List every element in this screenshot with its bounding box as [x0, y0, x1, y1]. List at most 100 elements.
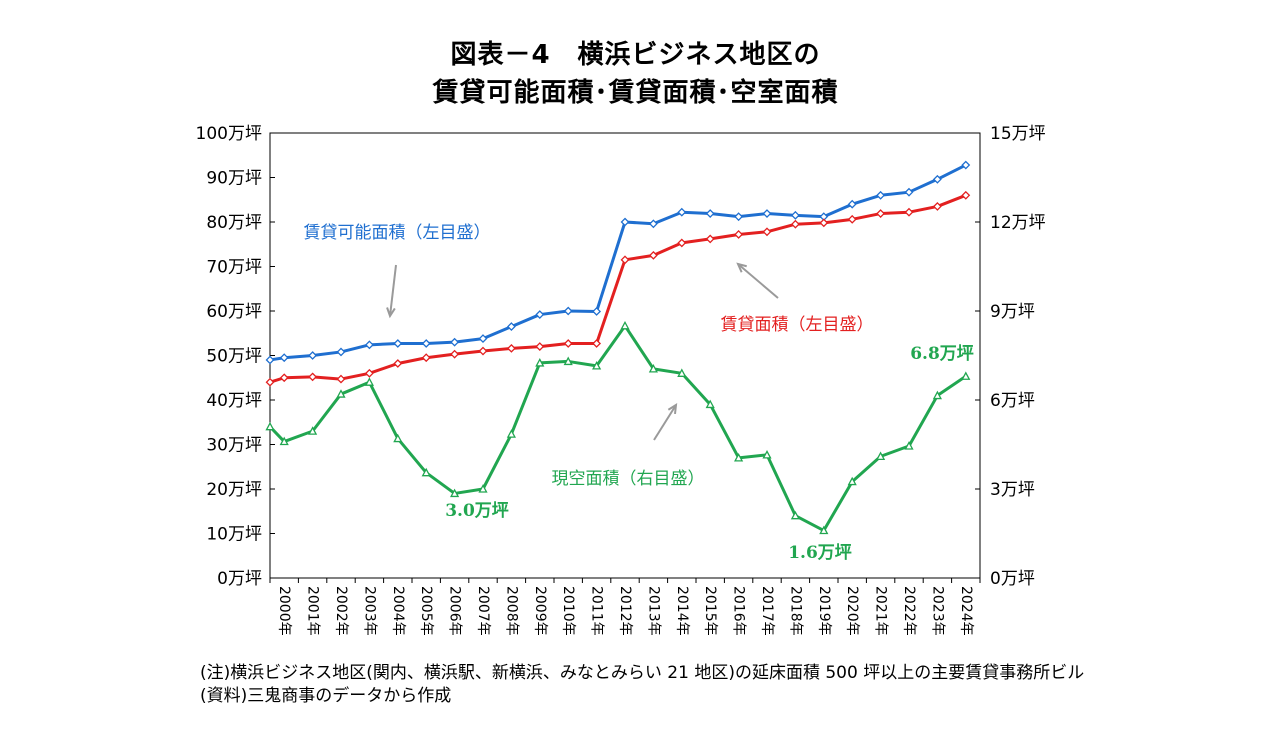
x-axis-tick-label: 2013年 [645, 586, 661, 636]
pointer-arrow-2 [737, 263, 779, 299]
series-1-point [932, 174, 942, 184]
series-3-point [592, 361, 602, 370]
series-2-point [393, 359, 403, 368]
series-2-point [279, 373, 289, 383]
series-1-point [790, 210, 800, 220]
left-axis-tick-label: 80万坪 [206, 213, 262, 233]
series-3-point [677, 368, 687, 377]
x-axis-tick-label: 2011年 [589, 586, 605, 636]
series-3-point [450, 488, 460, 498]
series-2-point [563, 339, 573, 348]
right-axis-tick-label: 9万坪 [990, 302, 1035, 322]
x-axis-tick-label: 2005年 [418, 586, 434, 636]
pointer-arrow-head-3 [667, 403, 678, 415]
x-axis-tick-label: 2022年 [901, 586, 917, 636]
series-2-point [876, 209, 886, 218]
x-axis-tick-label: 2023年 [929, 586, 945, 636]
series-3-point [393, 433, 403, 443]
series-2-point [265, 377, 275, 387]
right-axis-tick-label: 6万坪 [990, 391, 1035, 411]
series-3-point [279, 436, 289, 446]
chart-source: (資料)三鬼商事のデータから作成 [200, 686, 452, 706]
series-3-point [265, 421, 275, 431]
x-axis-tick-label: 2024年 [958, 586, 974, 636]
series-2-point [705, 234, 715, 244]
series-2-point [790, 219, 800, 229]
x-axis-tick-label: 2000年 [276, 586, 292, 636]
series-line-2 [269, 193, 967, 384]
series-3-point [819, 525, 829, 535]
series-2-point [478, 346, 488, 356]
annotation-label-5: 1.6万坪 [788, 543, 852, 563]
series-3-point [961, 371, 971, 380]
series-1-point [620, 217, 630, 227]
annotation-label-1: 賃貸可能面積（左目盛） [304, 223, 491, 243]
series-2-point [762, 227, 772, 237]
series-1-point [336, 347, 346, 357]
chart-title-line2: 賃貸可能面積･賃貸面積･空室面積 [432, 78, 839, 108]
x-axis-tick-label: 2010年 [560, 586, 576, 636]
series-3-point [478, 484, 488, 493]
series-2-point [648, 250, 658, 260]
series-3-point [762, 450, 772, 459]
series-1-point [506, 322, 516, 331]
pointer-arrow-1 [389, 264, 397, 317]
series-2-point [535, 342, 545, 352]
annotation-label-6: 6.8万坪 [910, 344, 974, 364]
x-axis-tick-label: 2020年 [844, 586, 860, 636]
series-3-point [535, 358, 545, 367]
series-1-point [734, 212, 744, 222]
x-axis-tick-label: 2003年 [361, 586, 377, 636]
left-axis-tick-label: 60万坪 [206, 302, 262, 322]
x-axis-tick-label: 2012年 [617, 586, 633, 636]
x-axis-tick-label: 2016年 [731, 586, 747, 636]
x-axis-tick-label: 2014年 [674, 586, 690, 636]
series-2-point [421, 353, 431, 363]
x-axis-tick-label: 2018年 [787, 586, 803, 636]
series-line-3 [268, 324, 967, 533]
series-2-point [308, 372, 318, 382]
x-axis-tick-label: 2008年 [503, 586, 519, 636]
right-axis-tick-label: 12万坪 [990, 213, 1046, 233]
right-axis-tick-label: 3万坪 [990, 480, 1035, 500]
series-1-point [961, 160, 971, 170]
x-axis-tick-label: 2004年 [390, 586, 406, 636]
series-3-point [847, 476, 857, 486]
x-axis-tick-label: 2019年 [816, 586, 832, 636]
x-axis-tick-label: 2007年 [475, 586, 491, 636]
series-3-point [506, 429, 516, 438]
series-3-point [734, 452, 744, 462]
series-1-point [279, 353, 289, 363]
series-1-point [421, 339, 431, 348]
series-1-point [677, 207, 687, 217]
right-axis-tick-label: 0万坪 [990, 569, 1035, 589]
annotation-label-2: 賃貸面積（左目盛） [721, 315, 874, 335]
series-2-point [364, 368, 374, 378]
left-axis-tick-label: 0万坪 [217, 569, 262, 589]
series-3-point [563, 356, 573, 366]
annotation-label-3: 現空面積（右目盛） [552, 469, 705, 489]
annotation-label-4: 3.0万坪 [445, 501, 509, 521]
series-2-point [450, 349, 460, 359]
x-axis-tick-label: 2001年 [305, 586, 321, 636]
chart-title-line1: 図表－4 横浜ビジネス地区の [450, 40, 821, 70]
series-3-point [932, 390, 942, 400]
series-1-point [592, 307, 602, 316]
left-axis-tick-label: 30万坪 [206, 436, 262, 456]
pointer-arrow-head-2 [736, 262, 747, 273]
series-1-point [847, 199, 857, 209]
series-3-point [904, 441, 914, 450]
series-1-point [904, 187, 914, 197]
series-2-point [620, 255, 630, 265]
x-axis-tick-label: 2015年 [702, 586, 718, 636]
series-1-point [265, 355, 275, 365]
series-2-point [847, 214, 857, 224]
series-3-point [364, 377, 374, 386]
series-3-point [876, 451, 886, 461]
left-axis-tick-label: 40万坪 [206, 391, 262, 411]
pointer-arrow-head-1 [386, 307, 396, 319]
left-axis-tick-label: 50万坪 [206, 347, 262, 367]
series-1-point [876, 190, 886, 200]
x-axis-tick-label: 2017年 [759, 586, 775, 636]
